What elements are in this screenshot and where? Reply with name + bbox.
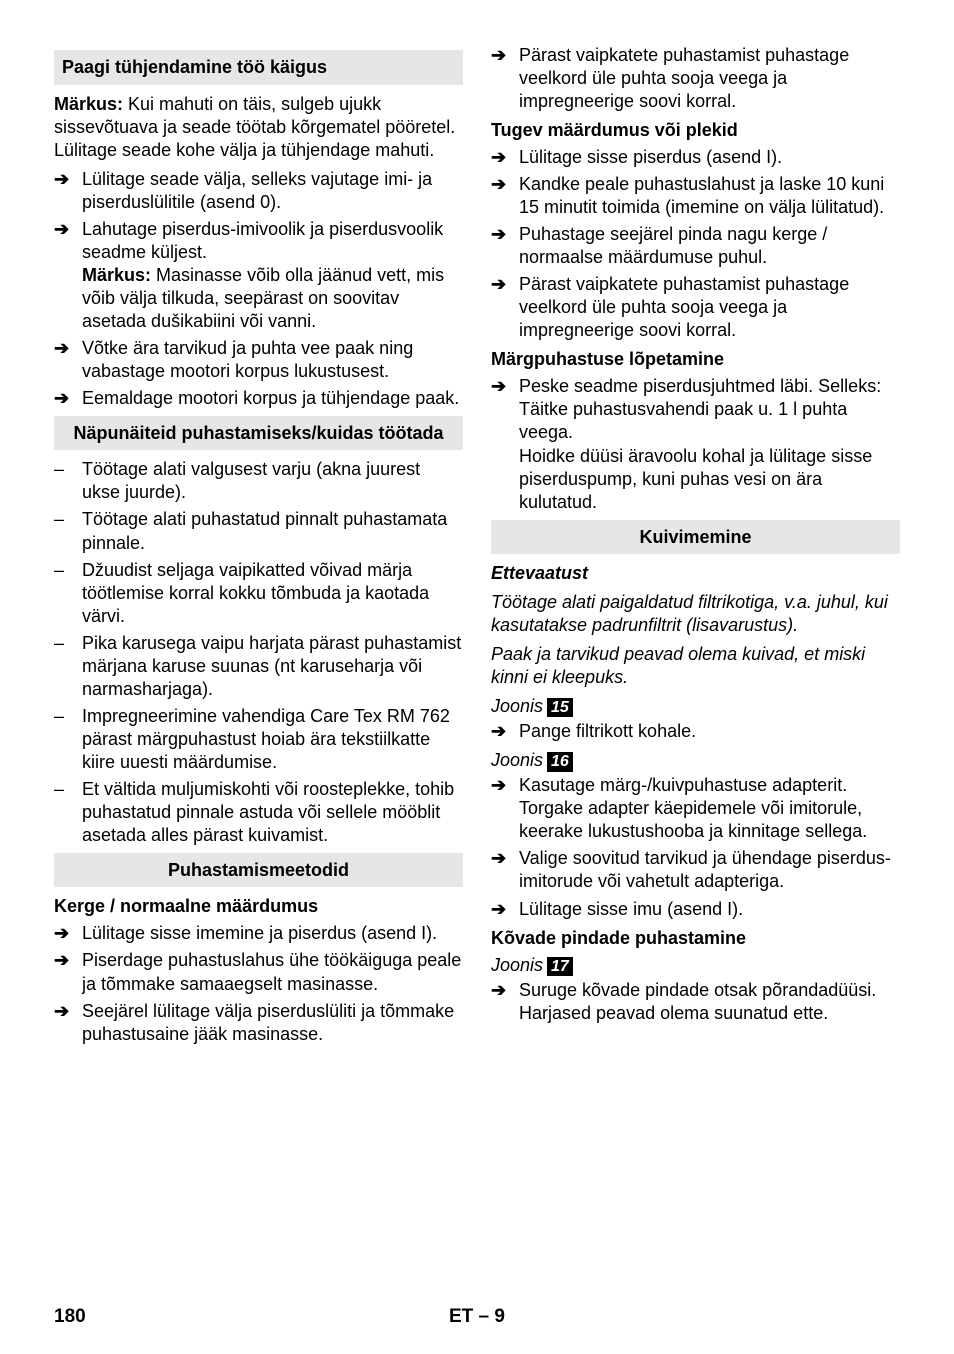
list-item: Džuudist seljaga vaipikatted võivad märj… bbox=[54, 559, 463, 628]
figure-ref-16: Joonis16 bbox=[491, 749, 900, 772]
left-column: Paagi tühjendamine töö käigus Märkus: Ku… bbox=[54, 44, 463, 1052]
note-label: Märkus: bbox=[82, 265, 151, 285]
list-item-note: Märkus: Masinasse võib olla jäänud vett,… bbox=[82, 264, 463, 333]
right-column: Pärast vaipkatete puhastamist puhastage … bbox=[491, 44, 900, 1052]
figure-label: Joonis bbox=[491, 750, 543, 770]
list-item: Kasutage märg-/kuivpuhastuse adapterit. … bbox=[491, 774, 900, 843]
subhead-kerge: Kerge / normaalne määrdumus bbox=[54, 895, 463, 918]
caution-text: Töötage alati paigaldatud filtrikotiga, … bbox=[491, 591, 900, 637]
list-item: Lülitage sisse piserdus (asend I). bbox=[491, 146, 900, 169]
list-item: Piserdage puhastuslahus ühe töökäiguga p… bbox=[54, 949, 463, 995]
list-item: Lahutage piserdus-imivoolik ja piserdusv… bbox=[54, 218, 463, 333]
page-footer: 180 ET – 9 bbox=[54, 1306, 900, 1328]
section-header-kuivimemine: Kuivimemine bbox=[491, 520, 900, 555]
two-column-layout: Paagi tühjendamine töö käigus Märkus: Ku… bbox=[54, 44, 900, 1052]
note-paragraph: Märkus: Kui mahuti on täis, sulgeb ujukk… bbox=[54, 93, 463, 162]
list-item: Pika karusega vaipu harjata pärast puhas… bbox=[54, 632, 463, 701]
list-item: Lülitage sisse imemine ja piserdus (asen… bbox=[54, 922, 463, 945]
figure-label: Joonis bbox=[491, 955, 543, 975]
subhead-tugev: Tugev määrdumus või plekid bbox=[491, 119, 900, 142]
arrow-list-marg: Peske seadme piserdusjuhtmed läbi. Selle… bbox=[491, 375, 900, 513]
list-item: Eemaldage mootori korpus ja tühjendage p… bbox=[54, 387, 463, 410]
list-item: Lülitage seade välja, selleks vajutage i… bbox=[54, 168, 463, 214]
list-item-text: Hoidke düüsi äravoolu kohal ja lülitage … bbox=[519, 445, 900, 514]
list-item: Suruge kõvade pindade otsak põrandadüüsi… bbox=[491, 979, 900, 1025]
arrow-list-j16: Kasutage märg-/kuivpuhastuse adapterit. … bbox=[491, 774, 900, 920]
subhead-margpuhastuse: Märgpuhastuse lõpetamine bbox=[491, 348, 900, 371]
subhead-kovade: Kõvade pindade puhastamine bbox=[491, 927, 900, 950]
figure-number: 15 bbox=[547, 698, 573, 717]
page: Paagi tühjendamine töö käigus Märkus: Ku… bbox=[0, 0, 954, 1354]
list-item: Lülitage sisse imu (asend I). bbox=[491, 898, 900, 921]
list-item-text: Lahutage piserdus-imivoolik ja piserdusv… bbox=[82, 218, 463, 264]
arrow-list-kerge: Lülitage sisse imemine ja piserdus (asen… bbox=[54, 922, 463, 1045]
list-item: Töötage alati puhastatud pinnalt puhasta… bbox=[54, 508, 463, 554]
figure-ref-15: Joonis15 bbox=[491, 695, 900, 718]
figure-ref-17: Joonis17 bbox=[491, 954, 900, 977]
figure-number: 16 bbox=[547, 752, 573, 771]
list-item: Pärast vaipkatete puhastamist puhastage … bbox=[491, 44, 900, 113]
arrow-list-kovade: Suruge kõvade pindade otsak põrandadüüsi… bbox=[491, 979, 900, 1025]
list-item: Valige soovitud tarvikud ja ühendage pis… bbox=[491, 847, 900, 893]
section-header-napunaiteid: Näpunäiteid puhastamiseks/kuidas töötada bbox=[54, 416, 463, 451]
list-item: Võtke ära tarvikud ja puhta vee paak nin… bbox=[54, 337, 463, 383]
arrow-list-j15: Pange filtrikott kohale. bbox=[491, 720, 900, 743]
list-item-text: Peske seadme piserdusjuhtmed läbi. Selle… bbox=[519, 375, 900, 398]
caution-label: Ettevaatust bbox=[491, 562, 900, 585]
dash-list-sec2: Töötage alati valgusest varju (akna juur… bbox=[54, 458, 463, 847]
note-label: Märkus: bbox=[54, 94, 123, 114]
list-item: Seejärel lülitage välja piserduslüliti j… bbox=[54, 1000, 463, 1046]
arrow-list-sec1: Lülitage seade välja, selleks vajutage i… bbox=[54, 168, 463, 410]
figure-label: Joonis bbox=[491, 696, 543, 716]
arrow-list-top-right: Pärast vaipkatete puhastamist puhastage … bbox=[491, 44, 900, 113]
list-item: Pange filtrikott kohale. bbox=[491, 720, 900, 743]
section-header-paagi: Paagi tühjendamine töö käigus bbox=[54, 50, 463, 85]
list-item: Töötage alati valgusest varju (akna juur… bbox=[54, 458, 463, 504]
list-item: Puhastage seejärel pinda nagu kerge / no… bbox=[491, 223, 900, 269]
list-item: Peske seadme piserdusjuhtmed läbi. Selle… bbox=[491, 375, 900, 513]
list-item: Impregneerimine vahendiga Care Tex RM 76… bbox=[54, 705, 463, 774]
list-item-text: Täitke puhastusvahendi paak u. 1 l puhta… bbox=[519, 398, 900, 444]
caution-text: Paak ja tarvikud peavad olema kuivad, et… bbox=[491, 643, 900, 689]
figure-number: 17 bbox=[547, 957, 573, 976]
arrow-list-tugev: Lülitage sisse piserdus (asend I). Kandk… bbox=[491, 146, 900, 342]
list-item: Et vältida muljumiskohti või roosteplekk… bbox=[54, 778, 463, 847]
list-item: Kandke peale puhastuslahust ja laske 10 … bbox=[491, 173, 900, 219]
list-item: Pärast vaipkatete puhastamist puhastage … bbox=[491, 273, 900, 342]
footer-lang: ET – 9 bbox=[54, 1306, 900, 1328]
section-header-puhastamismeetodid: Puhastamismeetodid bbox=[54, 853, 463, 888]
